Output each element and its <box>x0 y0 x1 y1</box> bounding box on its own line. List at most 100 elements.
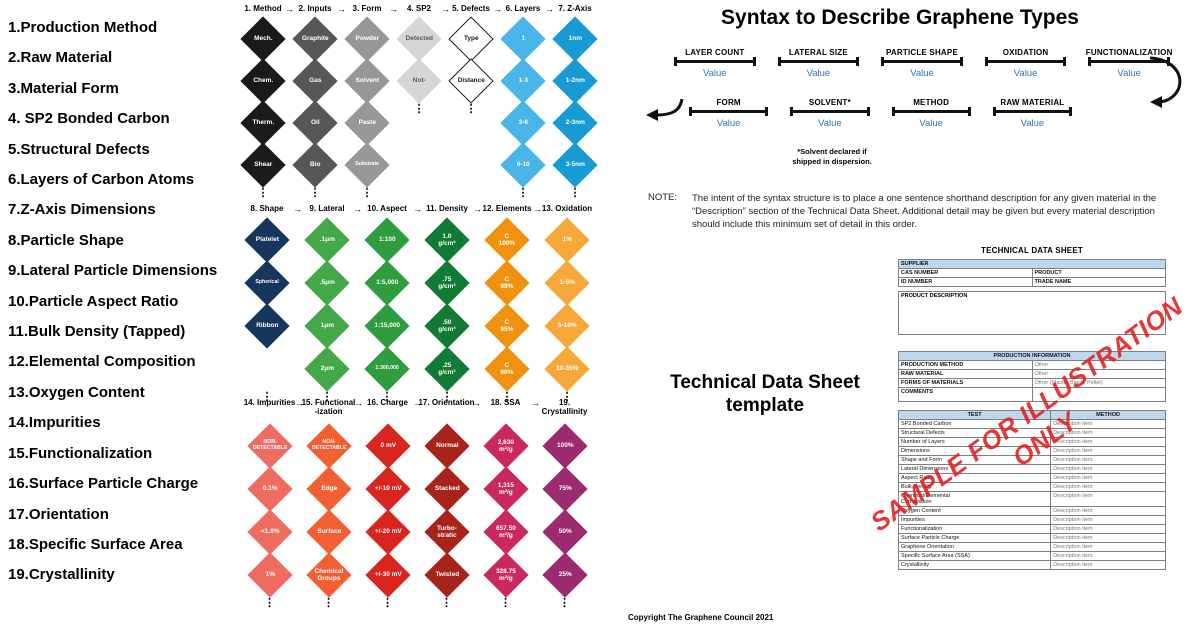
diamond-label: Type <box>463 35 479 43</box>
diamond-slot: Chemical Groups <box>299 551 358 598</box>
diamond-label: 75% <box>557 484 572 492</box>
diamond-column-header-label: 10. Aspect <box>367 204 407 213</box>
diamond-slot: 0.1% <box>240 465 299 512</box>
ellipsis-icon: ⋮ <box>413 103 425 115</box>
tds-production-table: PRODUCTION INFORMATION PRODUCTION METHOD O… <box>898 351 1166 402</box>
diamond-column: 15. Functional -ization → NON- DETECTABLE E… <box>299 398 363 609</box>
diamond-column-header-label: 17. Orientation <box>418 398 475 407</box>
diamond-label: Graphite <box>301 35 329 43</box>
tds-cell: Impurities <box>897 515 1052 525</box>
diamond-column-header-label: 5. Defects <box>452 4 490 13</box>
tds-cell: Description item <box>1050 533 1166 543</box>
property-list-item: 1.Production Method <box>8 19 158 36</box>
diamond-tile: 1-5% <box>544 259 590 306</box>
arrow-right-icon: → <box>413 204 422 214</box>
diamond-label: 328.75 m²/g <box>495 567 516 582</box>
diamond-column: 5. Defects → Type Distance ⋮ <box>445 4 502 199</box>
ellipsis-icon: ⋮ <box>323 597 334 609</box>
syntax-field-line <box>790 107 870 116</box>
syntax-field: LAYER COUNT Value <box>668 48 762 79</box>
ellipsis-icon: ⋮ <box>559 597 570 609</box>
diamond-column: 18. SSA → 2,630 m²/g 1,315 m²/g 657.50 m²/g 3… <box>476 398 540 609</box>
tds-cell: Description item <box>1050 437 1166 447</box>
property-list-item: 12.Elemental Composition <box>8 353 196 371</box>
diamond-slot: 0 mV <box>358 422 417 469</box>
diamond-column-header: 6. Layers → <box>497 4 554 18</box>
arrow-right-icon: → <box>493 4 502 14</box>
ellipsis-icon: ⋮ <box>264 597 275 609</box>
diamond-slot: 1.0 g/cm³ <box>417 216 477 263</box>
diamond-tile: 1μm <box>304 302 350 349</box>
product-description-label: PRODUCT DESCRIPTION <box>901 293 968 299</box>
diamond-label: Paste <box>358 119 376 127</box>
arrow-right-icon: → <box>413 398 422 408</box>
syntax-field-label: PARTICLE SHAPE <box>885 48 958 57</box>
diamond-label: Distance <box>457 77 485 85</box>
diamond-slot: Paste <box>341 100 393 146</box>
tds-cell: Description item <box>1050 482 1166 492</box>
arrow-right-icon: → <box>354 398 363 408</box>
diamond-tile: NON- DETECTABLE <box>305 422 352 469</box>
diamond-label: Bio <box>309 161 321 169</box>
diamond-column-header: 12. Elements → <box>477 204 542 218</box>
diamond-label: 1:15,000 <box>374 321 400 329</box>
diamond-tile: Gas <box>292 58 338 104</box>
diamond-tile: 3-5nm <box>552 142 598 188</box>
diamond-column-header-label: 13. Oxidation <box>541 204 593 213</box>
diamond-label: Normal <box>435 441 458 449</box>
copyright-text: Copyright The Graphene Council 2021 <box>628 613 774 622</box>
diamond-label: 3-6 <box>518 119 528 127</box>
diamond-label: Turbo- stratic <box>436 524 457 539</box>
diamond-slot: .75 g/cm³ <box>417 259 477 306</box>
diamond-tile: 10-35% <box>544 345 590 392</box>
tds-cell: Aspect Ratio <box>897 473 1052 483</box>
diamond-label: C 90% <box>500 361 514 376</box>
diamond-tile: .5μm <box>304 259 350 306</box>
diamond-label: Mech. <box>253 35 273 43</box>
diamond-tile: Turbo- stratic <box>423 508 470 555</box>
arrow-right-icon: → <box>353 204 362 214</box>
diamond-slot: NON- DETECTABLE <box>240 422 299 469</box>
diamond-slot: C 95% <box>477 302 537 349</box>
diamond-slot: C 90% <box>477 345 537 392</box>
tds-identity-table: SUPPLIER CAS NUMBER PRODUCT ID NUMBER TRADE … <box>898 259 1166 287</box>
diamond-column-header-label: 14. Impurities <box>243 398 296 407</box>
diamond-label: Platelet <box>255 235 279 243</box>
diamond-column-header: 8. Shape → <box>237 204 302 218</box>
syntax-field-line <box>674 57 756 66</box>
diamond-column-header-label: 3. Form <box>352 4 382 13</box>
tds-cell: Description item <box>1050 491 1166 507</box>
property-list-item: 19.Crystallinity <box>8 566 115 584</box>
diamond-slot: .5μm <box>297 259 357 306</box>
diamond-tile: 1% <box>246 551 293 598</box>
arrow-right-icon: → <box>293 204 302 214</box>
diamond-tile: 1:300,000 <box>364 345 410 392</box>
diamond-tile: 1,315 m²/g <box>482 465 529 512</box>
ellipsis-icon: ⋮ <box>261 391 273 403</box>
diamond-tile: 0 mV <box>364 422 411 469</box>
diamond-tile: 1nm <box>552 16 598 62</box>
diamond-tile: 657.50 m²/g <box>482 508 529 555</box>
syntax-field: RAW MATERIAL Value <box>987 98 1078 129</box>
diamond-label: 1,315 m²/g <box>497 481 514 496</box>
diamond-tile: Twisted <box>423 551 470 598</box>
diamond-slot: Platelet <box>237 216 297 263</box>
diamond-column-header: 10. Aspect → <box>357 204 422 218</box>
diamond-slot: 2-3nm <box>549 100 601 146</box>
diamond-tile: 1:100 <box>364 216 410 263</box>
tds-cell: Description item <box>1050 455 1166 465</box>
syntax-field-value: Value <box>919 118 943 129</box>
diamond-slot: 6-10 <box>497 142 549 188</box>
diamond-slot: Graphite <box>289 16 341 62</box>
diamond-label: Powder <box>355 35 379 43</box>
diamond-label: .75 g/cm³ <box>438 275 456 290</box>
diamond-label: 0.1% <box>262 484 277 492</box>
property-list-item: 13.Oxygen Content <box>8 383 145 401</box>
diamond-column: 2. Inputs → Graphite Gas Oil Bio ⋮ <box>289 4 346 199</box>
syntax-field-label: SOLVENT* <box>808 98 851 107</box>
diamond-slot: Substrate <box>341 142 393 188</box>
diamond-column-header: 9. Lateral → <box>297 204 362 218</box>
diamond-tile: 25% <box>541 551 588 598</box>
diamond-tile: 1-2nm <box>552 58 598 104</box>
row2-start-arrow-icon <box>646 98 684 121</box>
